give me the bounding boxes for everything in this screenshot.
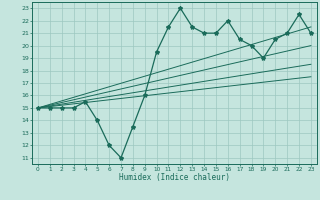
X-axis label: Humidex (Indice chaleur): Humidex (Indice chaleur) [119,173,230,182]
